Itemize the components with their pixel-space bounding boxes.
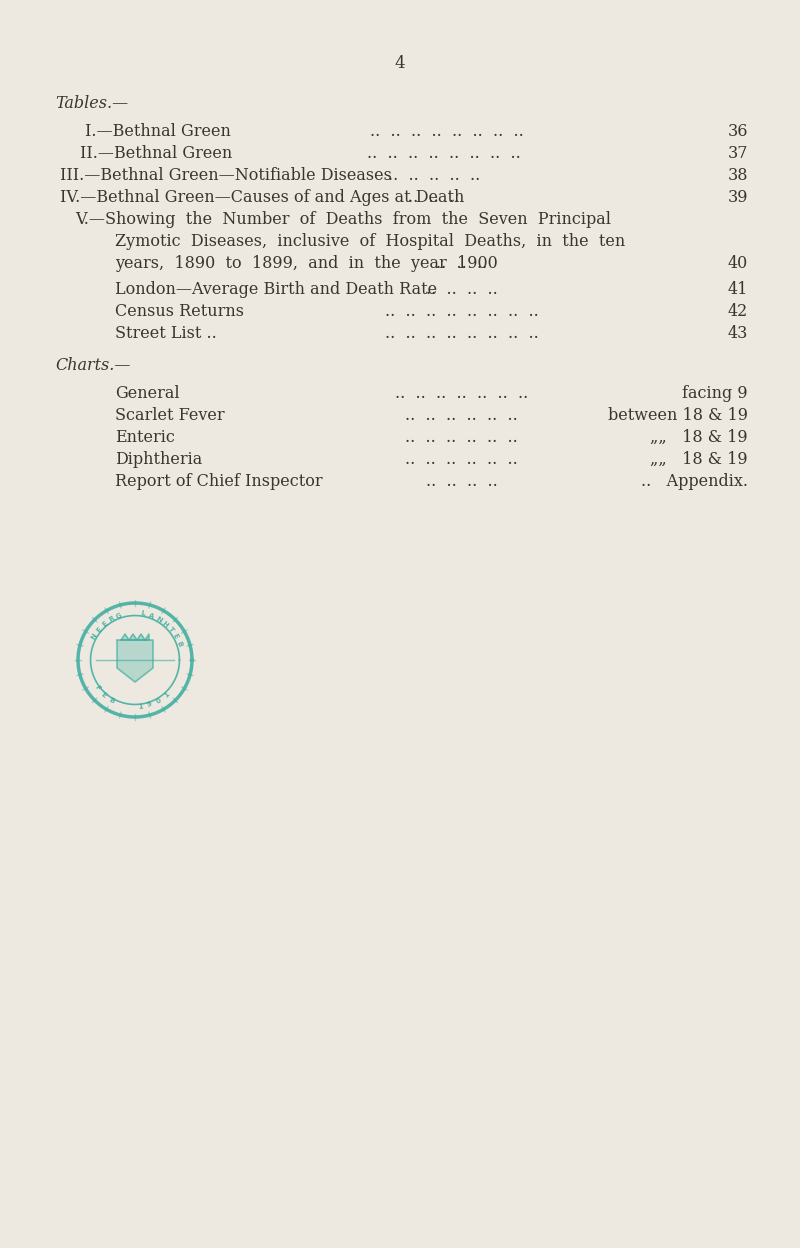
Text: Charts.—: Charts.— (55, 357, 130, 374)
Text: ..  ..  ..  ..: .. .. .. .. (426, 473, 498, 490)
Text: Tables.—: Tables.— (55, 95, 128, 112)
Text: L: L (141, 610, 146, 617)
Text: Enteric: Enteric (115, 429, 175, 446)
Text: Report of Chief Inspector: Report of Chief Inspector (115, 473, 322, 490)
Polygon shape (121, 634, 149, 640)
Text: ..  ..  ..  ..  ..  ..  ..  ..: .. .. .. .. .. .. .. .. (385, 324, 538, 342)
Text: ..  ..  ..  ..  ..  ..: .. .. .. .. .. .. (405, 451, 518, 468)
Text: II.—Bethnal Green: II.—Bethnal Green (80, 145, 232, 162)
Text: facing 9: facing 9 (682, 384, 748, 402)
Text: 36: 36 (727, 124, 748, 140)
Text: 42: 42 (728, 303, 748, 319)
Text: ..  ..  ..  ..  ..  ..  ..  ..: .. .. .. .. .. .. .. .. (370, 124, 523, 140)
Text: 43: 43 (728, 324, 748, 342)
Text: Scarlet Fever: Scarlet Fever (115, 407, 225, 424)
Text: T: T (167, 626, 175, 634)
Text: 1: 1 (137, 704, 142, 710)
Text: H: H (161, 620, 170, 628)
Text: I.—Bethnal Green: I.—Bethnal Green (85, 124, 231, 140)
Text: years,  1890  to  1899,  and  in  the  year  1900: years, 1890 to 1899, and in the year 190… (115, 255, 498, 272)
Text: 1: 1 (162, 691, 170, 699)
Text: „„   18 & 19: „„ 18 & 19 (650, 451, 748, 468)
Text: ..  ..  ..  ..  ..  ..  ..  ..: .. .. .. .. .. .. .. .. (367, 145, 521, 162)
Text: E: E (100, 691, 107, 699)
Text: ..  ..  ..  ..: .. .. .. .. (426, 281, 498, 298)
Text: A: A (147, 612, 154, 619)
Text: ..  ..  ..  ..  ..  ..: .. .. .. .. .. .. (405, 407, 518, 424)
Text: Street List ..: Street List .. (115, 324, 217, 342)
Text: ..  ..  ..  ..  ..: .. .. .. .. .. (388, 167, 480, 183)
Text: E: E (172, 633, 179, 640)
Text: E: E (101, 620, 109, 628)
Text: 0: 0 (155, 696, 162, 705)
Text: F: F (93, 684, 101, 691)
Text: N: N (90, 633, 98, 640)
Text: ..  ..  ..  ..  ..  ..  ..: .. .. .. .. .. .. .. (395, 384, 528, 402)
Text: Diphtheria: Diphtheria (115, 451, 202, 468)
Text: ..  ..  ..: .. .. .. (436, 255, 487, 272)
Text: IV.—Bethnal Green—Causes of and Ages at Death: IV.—Bethnal Green—Causes of and Ages at … (60, 188, 464, 206)
Text: N: N (154, 615, 162, 623)
Text: ..   Appendix.: .. Appendix. (641, 473, 748, 490)
Text: „„   18 & 19: „„ 18 & 19 (650, 429, 748, 446)
Text: 39: 39 (727, 188, 748, 206)
Text: ..  ..  ..  ..  ..  ..  ..  ..: .. .. .. .. .. .. .. .. (385, 303, 538, 319)
Text: Zymotic  Diseases,  inclusive  of  Hospital  Deaths,  in  the  ten: Zymotic Diseases, inclusive of Hospital … (115, 233, 626, 250)
Text: E: E (95, 626, 103, 634)
Text: ..  ..  ..  ..  ..  ..: .. .. .. .. .. .. (405, 429, 518, 446)
Text: 9: 9 (146, 701, 153, 709)
Text: 41: 41 (728, 281, 748, 298)
Text: 40: 40 (728, 255, 748, 272)
Text: G: G (115, 612, 122, 620)
Text: B: B (108, 696, 115, 705)
Text: Census Returns: Census Returns (115, 303, 244, 319)
Text: V.—Showing  the  Number  of  Deaths  from  the  Seven  Principal: V.—Showing the Number of Deaths from the… (75, 211, 611, 228)
Text: General: General (115, 384, 180, 402)
Text: 38: 38 (727, 167, 748, 183)
Text: III.—Bethnal Green—Notifiable Diseases: III.—Bethnal Green—Notifiable Diseases (60, 167, 392, 183)
Text: B: B (175, 640, 183, 648)
Text: London—Average Birth and Death Rate: London—Average Birth and Death Rate (115, 281, 437, 298)
Text: 37: 37 (727, 145, 748, 162)
Text: R: R (108, 615, 115, 623)
Text: between 18 & 19: between 18 & 19 (608, 407, 748, 424)
Polygon shape (117, 640, 153, 681)
Text: ..  ..  ..: .. .. .. (408, 188, 460, 206)
Text: 4: 4 (394, 55, 406, 72)
